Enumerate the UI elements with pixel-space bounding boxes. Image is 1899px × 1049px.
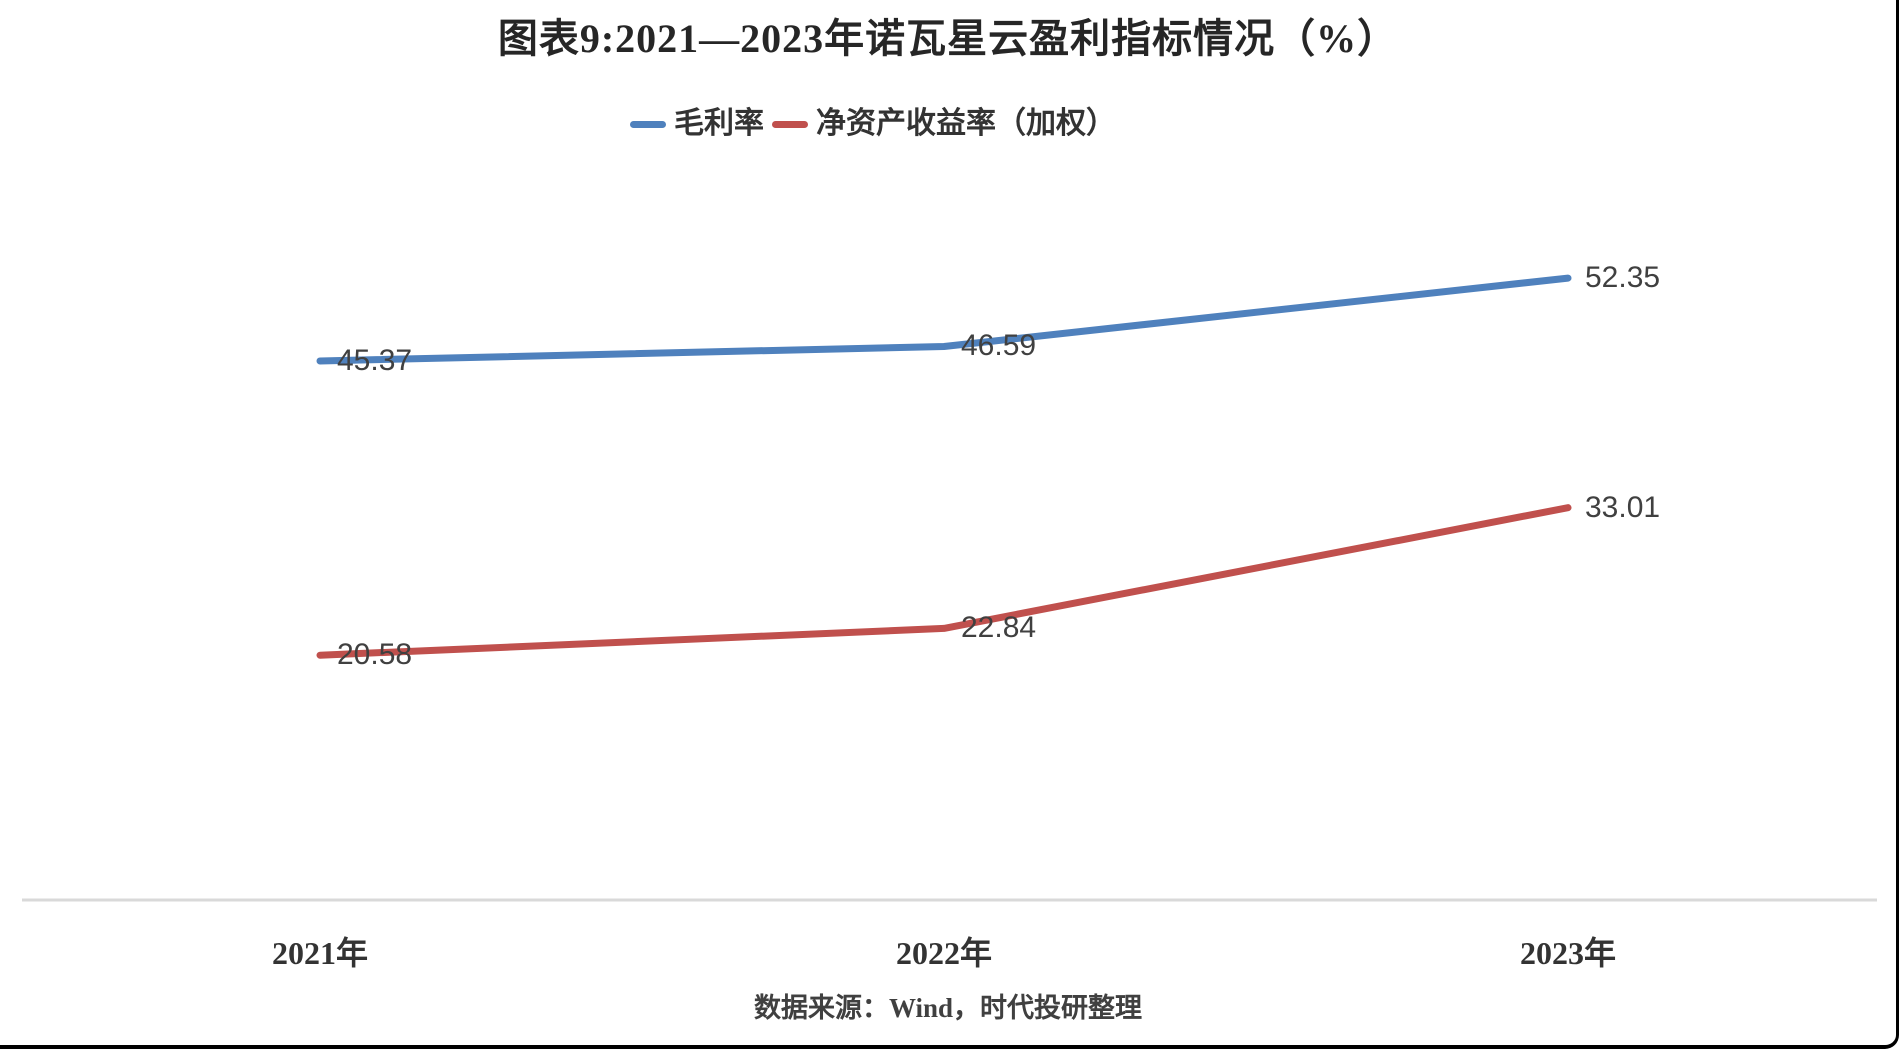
x-axis-label-2021: 2021年 <box>271 935 369 971</box>
legend-marker-gross-margin <box>630 120 666 128</box>
series-line-1 <box>316 504 1572 659</box>
data-label-roe-2023: 33.01 <box>1585 490 1661 524</box>
data-label-gross-margin-2022: 46.59 <box>961 329 1037 363</box>
legend-label-roe-weighted: 净资产收益率（加权） <box>816 107 1116 140</box>
data-label-roe-2022: 22.84 <box>961 611 1037 645</box>
data-label-gross-margin-2021: 45.37 <box>337 343 413 377</box>
legend-item-gross-margin: 毛利率 <box>630 104 764 144</box>
legend-marker-roe-weighted <box>772 120 808 128</box>
chart-legend: 毛利率 净资产收益率（加权） <box>630 104 1116 144</box>
data-label-roe-2021: 20.58 <box>337 638 413 672</box>
legend-item-roe-weighted: 净资产收益率（加权） <box>772 104 1116 144</box>
legend-label-gross-margin: 毛利率 <box>674 107 764 140</box>
data-label-gross-margin-2023: 52.35 <box>1585 261 1661 295</box>
x-axis-label-2022: 2022年 <box>895 935 993 971</box>
source-note: 数据来源：Wind，时代投研整理 <box>753 993 1143 1023</box>
chart-title: 图表9:2021—2023年诺瓦星云盈利指标情况（%） <box>497 16 1399 61</box>
x-axis-label-2023: 2023年 <box>1519 935 1617 971</box>
series-line-0 <box>316 274 1572 365</box>
